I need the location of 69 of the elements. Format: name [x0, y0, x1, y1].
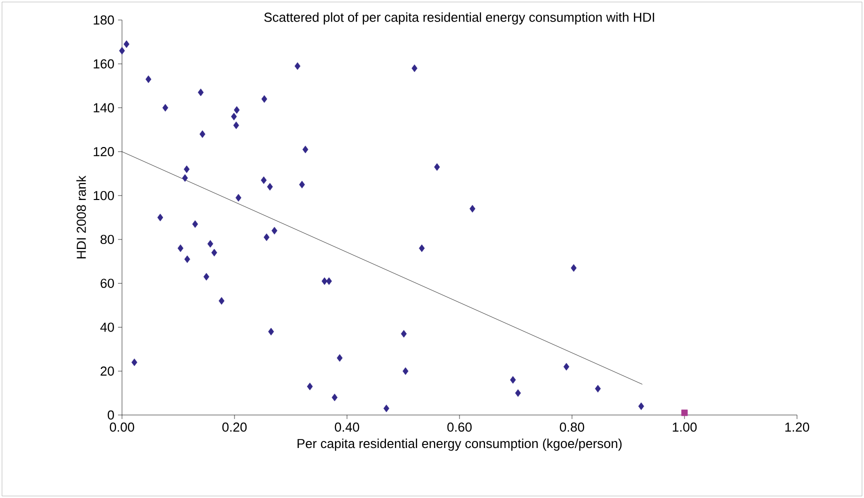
point	[268, 328, 274, 336]
point	[272, 226, 278, 234]
y-tick-label: 20	[100, 366, 114, 376]
x-tick-label: 1.20	[785, 422, 810, 432]
x-axis-title: Per capita residential energy consumption (kgoe/person)	[298, 438, 622, 451]
point	[203, 272, 210, 281]
chart-title: Scattered plot of per capita residential energy consumption with HDI	[264, 12, 654, 24]
point	[418, 244, 425, 252]
point	[131, 358, 138, 366]
point	[400, 330, 407, 338]
y-axis-title: HDI 2008 rank	[76, 176, 86, 258]
point	[260, 176, 267, 184]
point	[594, 384, 601, 392]
point	[510, 376, 516, 384]
point	[207, 240, 214, 248]
point	[261, 95, 268, 103]
point	[299, 180, 305, 188]
point	[383, 404, 390, 412]
point	[184, 255, 190, 263]
y-tick-label: 140	[94, 103, 114, 112]
x-tick-label: 0.00	[110, 422, 134, 432]
point	[515, 389, 521, 397]
point	[182, 174, 188, 182]
point	[264, 233, 270, 242]
y-tick-label: 40	[100, 322, 114, 332]
point	[681, 410, 688, 416]
point	[470, 204, 476, 213]
point	[119, 46, 125, 55]
point	[306, 382, 313, 390]
point	[336, 354, 343, 362]
point	[146, 75, 152, 84]
point	[638, 402, 644, 410]
point	[157, 214, 164, 222]
point	[332, 394, 338, 402]
point	[302, 146, 308, 154]
x-tick-label: 0.60	[447, 422, 472, 432]
y-tick-label: 160	[94, 59, 114, 68]
point	[412, 64, 418, 72]
x-tick-label: 0.40	[334, 422, 360, 432]
point	[218, 297, 224, 305]
y-tick-label: 180	[94, 15, 114, 25]
x-tick-label: 0.20	[222, 422, 247, 432]
point	[234, 106, 240, 114]
point	[326, 277, 332, 285]
point	[200, 130, 206, 138]
point	[211, 248, 218, 256]
point	[192, 220, 198, 228]
point	[236, 194, 242, 202]
point	[233, 122, 240, 130]
point	[178, 244, 184, 252]
point	[563, 362, 570, 371]
y-tick-label: 120	[94, 147, 114, 156]
point	[267, 182, 273, 191]
point	[294, 62, 300, 70]
point	[570, 264, 577, 272]
point	[198, 88, 204, 96]
x-tick-label: 1.00	[672, 422, 697, 432]
y-tick-label: 60	[100, 278, 114, 288]
point	[322, 277, 328, 285]
point	[434, 163, 440, 171]
point	[124, 40, 130, 48]
point	[402, 367, 408, 375]
x-tick-label: 0.80	[560, 422, 584, 432]
point	[231, 112, 237, 120]
point	[184, 165, 190, 174]
point	[162, 104, 168, 112]
y-tick-label: 0	[108, 410, 114, 420]
y-tick-label: 80	[100, 234, 114, 244]
y-tick-label: 100	[94, 190, 114, 200]
